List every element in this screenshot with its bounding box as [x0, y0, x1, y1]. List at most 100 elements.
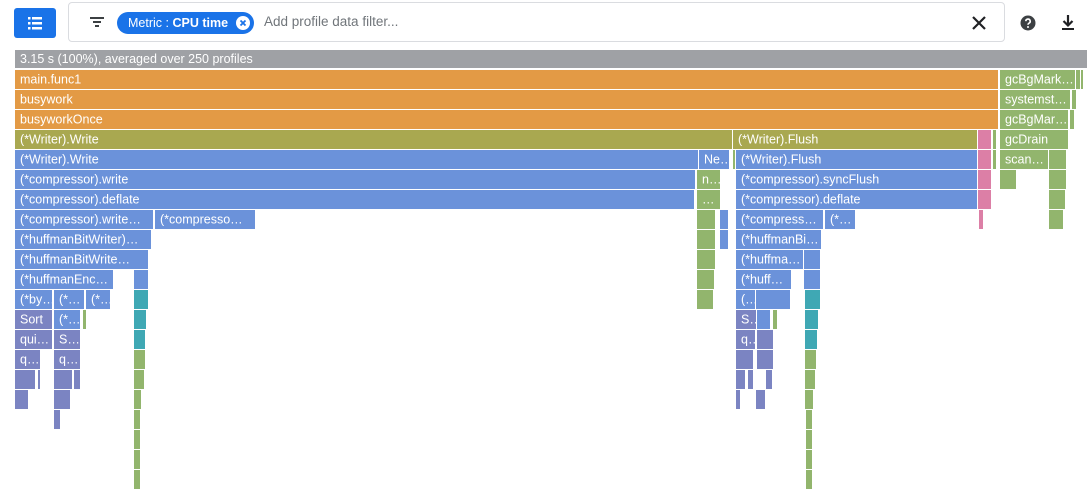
- frame[interactable]: [1049, 150, 1066, 169]
- frame[interactable]: [978, 150, 991, 169]
- frame[interactable]: [697, 250, 715, 269]
- frame[interactable]: (*…: [54, 310, 81, 329]
- frame[interactable]: (*compressor).write…: [15, 210, 153, 229]
- frame[interactable]: [805, 330, 817, 349]
- frame[interactable]: (*huff…: [736, 270, 791, 289]
- frame[interactable]: [15, 370, 35, 389]
- frame[interactable]: [978, 190, 991, 209]
- frame[interactable]: [756, 290, 790, 309]
- frame[interactable]: q…: [54, 350, 80, 369]
- frame[interactable]: [805, 390, 813, 409]
- frame[interactable]: (*compressor).write: [15, 170, 695, 189]
- frame[interactable]: busyworkOnce: [15, 110, 998, 129]
- frame[interactable]: [736, 350, 753, 369]
- frame[interactable]: (*Writer).Flush: [736, 150, 977, 169]
- frame[interactable]: [757, 310, 770, 329]
- frame[interactable]: main.func1: [15, 70, 998, 89]
- frame[interactable]: (*huffmanEnc…: [15, 270, 113, 289]
- frame[interactable]: (…: [736, 290, 758, 309]
- frame[interactable]: [806, 410, 812, 429]
- frame[interactable]: [979, 210, 983, 229]
- filter-placeholder[interactable]: Add profile data filter...: [264, 14, 399, 29]
- frame[interactable]: [748, 370, 753, 389]
- frame[interactable]: [697, 210, 715, 229]
- frame[interactable]: Sort: [15, 310, 52, 329]
- frame[interactable]: [697, 230, 715, 249]
- frame[interactable]: [134, 430, 140, 449]
- frame[interactable]: [766, 370, 772, 389]
- frame[interactable]: [74, 370, 80, 389]
- frame[interactable]: [806, 430, 812, 449]
- frame[interactable]: [756, 390, 765, 409]
- frame[interactable]: [134, 270, 148, 289]
- frame[interactable]: …: [697, 190, 720, 209]
- frame[interactable]: [134, 470, 140, 489]
- frame[interactable]: [757, 350, 773, 369]
- frame[interactable]: [83, 310, 86, 329]
- frame[interactable]: [993, 150, 996, 169]
- frame[interactable]: [134, 450, 140, 469]
- frame[interactable]: (*compresso…: [155, 210, 255, 229]
- frame[interactable]: Ne…: [699, 150, 732, 169]
- frame[interactable]: [757, 330, 773, 349]
- frame[interactable]: (*huffmanBitWrite…: [15, 250, 134, 269]
- frame[interactable]: [134, 250, 148, 269]
- frame[interactable]: [736, 370, 745, 389]
- frame[interactable]: [134, 390, 141, 409]
- frame[interactable]: gcBgMar…: [1000, 110, 1068, 129]
- frame[interactable]: (*huffmanBitWriter)…: [15, 230, 151, 249]
- frame[interactable]: (*Writer).Write: [15, 150, 698, 169]
- frame[interactable]: S…: [54, 330, 80, 349]
- frame[interactable]: [1000, 170, 1016, 189]
- frame[interactable]: [773, 310, 777, 329]
- frame[interactable]: [978, 170, 991, 189]
- frame[interactable]: [806, 450, 812, 469]
- frame[interactable]: [993, 130, 996, 149]
- frame[interactable]: [1049, 190, 1065, 209]
- frame[interactable]: (*compressor).deflate: [15, 190, 694, 209]
- frame[interactable]: q…: [15, 350, 40, 369]
- frame[interactable]: [805, 290, 820, 309]
- frame[interactable]: [736, 390, 740, 409]
- frame[interactable]: [720, 230, 728, 249]
- frame[interactable]: [1076, 70, 1080, 89]
- frame[interactable]: (*by…: [15, 290, 55, 309]
- frame[interactable]: (*huffmanBi…: [736, 230, 821, 249]
- frame[interactable]: [1049, 210, 1063, 229]
- frame[interactable]: (*compressor).syncFlush: [736, 170, 977, 189]
- frame[interactable]: [134, 370, 144, 389]
- frame[interactable]: [978, 130, 991, 149]
- frame[interactable]: [697, 290, 713, 309]
- frame[interactable]: (*…: [825, 210, 855, 229]
- root-frame[interactable]: [15, 50, 1087, 68]
- frame[interactable]: (*…: [86, 290, 113, 309]
- frame[interactable]: qui…: [15, 330, 52, 349]
- frame[interactable]: [54, 370, 72, 389]
- frame[interactable]: n…: [697, 170, 721, 189]
- help-button[interactable]: [1019, 14, 1037, 32]
- view-toggle[interactable]: [14, 8, 56, 38]
- frame[interactable]: [134, 350, 145, 369]
- frame[interactable]: (*compress…: [736, 210, 823, 229]
- frame[interactable]: [54, 410, 60, 429]
- frame[interactable]: [806, 470, 812, 489]
- frame[interactable]: [134, 330, 145, 349]
- frame[interactable]: [805, 370, 815, 389]
- frame[interactable]: [805, 350, 816, 369]
- frame[interactable]: [805, 310, 818, 329]
- frame[interactable]: q…: [736, 330, 760, 349]
- frame[interactable]: scan…: [1000, 150, 1048, 169]
- frame[interactable]: [697, 270, 714, 289]
- frame[interactable]: (*Writer).Flush: [733, 130, 977, 149]
- frame[interactable]: [804, 250, 820, 269]
- frame[interactable]: (*Writer).Write: [15, 130, 732, 149]
- frame[interactable]: [1081, 70, 1083, 89]
- frame[interactable]: [1072, 90, 1076, 109]
- frame[interactable]: [720, 210, 728, 229]
- frame[interactable]: [804, 270, 820, 289]
- frame[interactable]: [54, 390, 70, 409]
- frame[interactable]: [134, 410, 140, 429]
- frame[interactable]: (*huffma…: [736, 250, 803, 269]
- frame[interactable]: [38, 370, 40, 389]
- frame[interactable]: (*compressor).deflate: [736, 190, 977, 209]
